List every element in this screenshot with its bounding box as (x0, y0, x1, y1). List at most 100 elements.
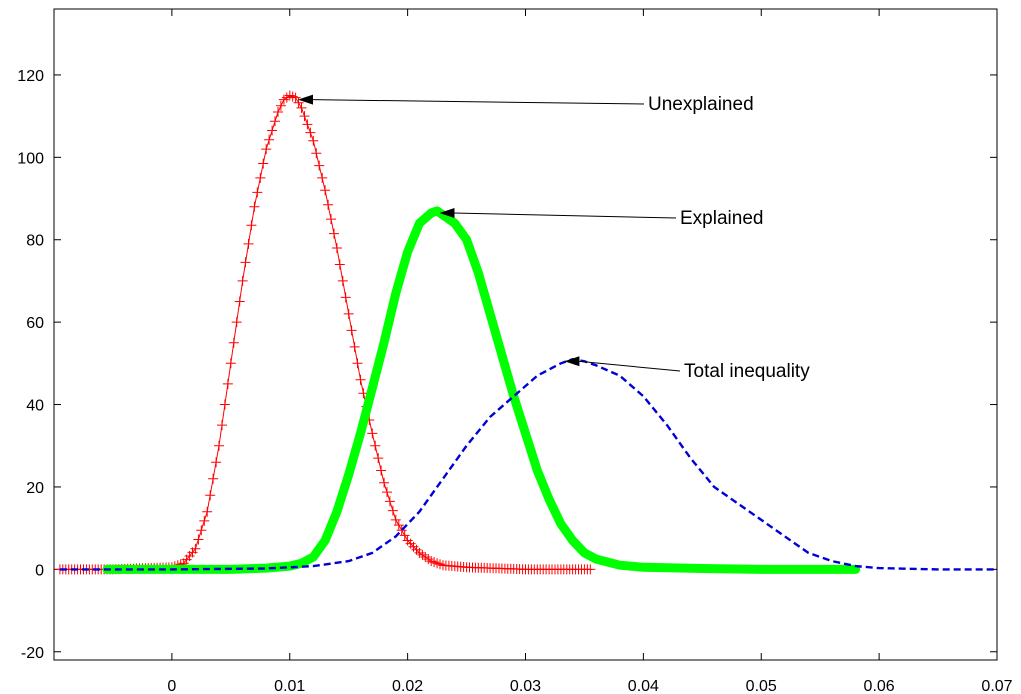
y-tick-label: 120 (17, 68, 44, 85)
marker-star (344, 470, 353, 479)
marker-plus (246, 220, 257, 231)
x-tick-label: 0 (167, 678, 176, 694)
marker-star (487, 314, 496, 323)
marker-plus (264, 134, 275, 145)
y-tick-label: 80 (26, 233, 44, 250)
marker-star (327, 520, 336, 529)
marker-plus (270, 116, 280, 127)
marker-plus (337, 275, 348, 286)
marker-plus (331, 243, 342, 253)
marker-plus (352, 358, 363, 369)
marker-star (463, 238, 472, 247)
marker-star (490, 326, 499, 335)
marker-star (511, 397, 520, 406)
annotation-label-explained: Explained (680, 208, 763, 229)
plot-area (53, 8, 998, 661)
marker-plus (302, 119, 313, 130)
marker-plus (261, 144, 272, 155)
annotation-line (578, 360, 681, 372)
marker-plus (390, 514, 401, 525)
annotation-line (453, 212, 677, 219)
marker-star (392, 287, 401, 296)
marker-star (412, 226, 421, 234)
marker-star (354, 435, 363, 444)
marker-plus (308, 135, 319, 146)
annotation-arrowhead (298, 94, 313, 105)
marker-plus (370, 440, 381, 451)
marker-star (565, 532, 574, 541)
marker-star (361, 409, 370, 418)
marker-star (470, 257, 479, 266)
y-tick-label: 0 (35, 562, 44, 579)
marker-star (310, 551, 319, 560)
marker-plus (199, 515, 210, 526)
marker-star (538, 479, 547, 488)
marker-plus (217, 420, 227, 431)
marker-plus (393, 520, 404, 531)
marker-star (460, 232, 469, 241)
marker-plus (219, 399, 230, 410)
marker-star (562, 527, 571, 536)
marker-star (504, 374, 513, 383)
marker-plus (243, 238, 254, 249)
x-tick-label: 0.05 (746, 678, 777, 694)
marker-star (399, 264, 407, 273)
marker-star (501, 362, 510, 371)
y-tick-label: 40 (26, 398, 44, 415)
marker-plus (299, 111, 310, 122)
marker-plus (258, 158, 269, 169)
marker-plus (237, 275, 248, 286)
marker-star (494, 338, 503, 347)
marker-plus (340, 292, 351, 303)
marker-star (450, 218, 459, 227)
series-layer (54, 90, 997, 575)
marker-plus (320, 185, 331, 196)
marker-star (559, 523, 567, 531)
marker-plus (205, 490, 216, 501)
marker-star (480, 290, 489, 299)
marker-star (497, 350, 506, 359)
marker-star (528, 450, 537, 459)
x-tick-label: 0.03 (510, 678, 541, 694)
marker-plus (240, 257, 251, 268)
annotation-label-total-inequality: Total inequality (684, 361, 810, 382)
marker-plus (222, 378, 233, 389)
marker-star (456, 227, 465, 236)
marker-star (371, 370, 380, 379)
marker-plus (293, 97, 304, 108)
y-tick-label: 60 (26, 315, 44, 332)
marker-star (317, 541, 326, 550)
marker-plus (334, 259, 345, 270)
marker-plus (323, 199, 334, 210)
marker-star (484, 302, 493, 311)
marker-star (518, 418, 527, 427)
marker-plus (326, 214, 336, 225)
marker-plus (267, 125, 278, 136)
marker-plus (252, 187, 263, 198)
marker-star (365, 396, 373, 405)
marker-star (524, 440, 533, 449)
marker-star (548, 503, 557, 511)
x-tick-label: 0.07 (981, 678, 1012, 694)
marker-plus (367, 428, 378, 439)
marker-plus (290, 92, 301, 103)
annotation-arrowhead (439, 208, 455, 218)
marker-plus (234, 296, 245, 307)
marker-plus (343, 308, 354, 319)
marker-plus (373, 453, 384, 464)
annotation-label-unexplained: Unexplained (648, 94, 754, 115)
marker-star (351, 447, 360, 456)
marker-plus (273, 107, 283, 117)
series-line-total (59, 357, 997, 571)
marker-star (368, 383, 377, 392)
marker-star (331, 512, 339, 521)
marker-star (477, 279, 486, 287)
marker-star (320, 537, 329, 545)
marker-plus (202, 506, 213, 517)
marker-star (409, 234, 418, 243)
marker-plus (311, 148, 322, 159)
marker-plus (208, 473, 219, 484)
marker-plus (214, 440, 224, 451)
annotations (298, 94, 681, 372)
